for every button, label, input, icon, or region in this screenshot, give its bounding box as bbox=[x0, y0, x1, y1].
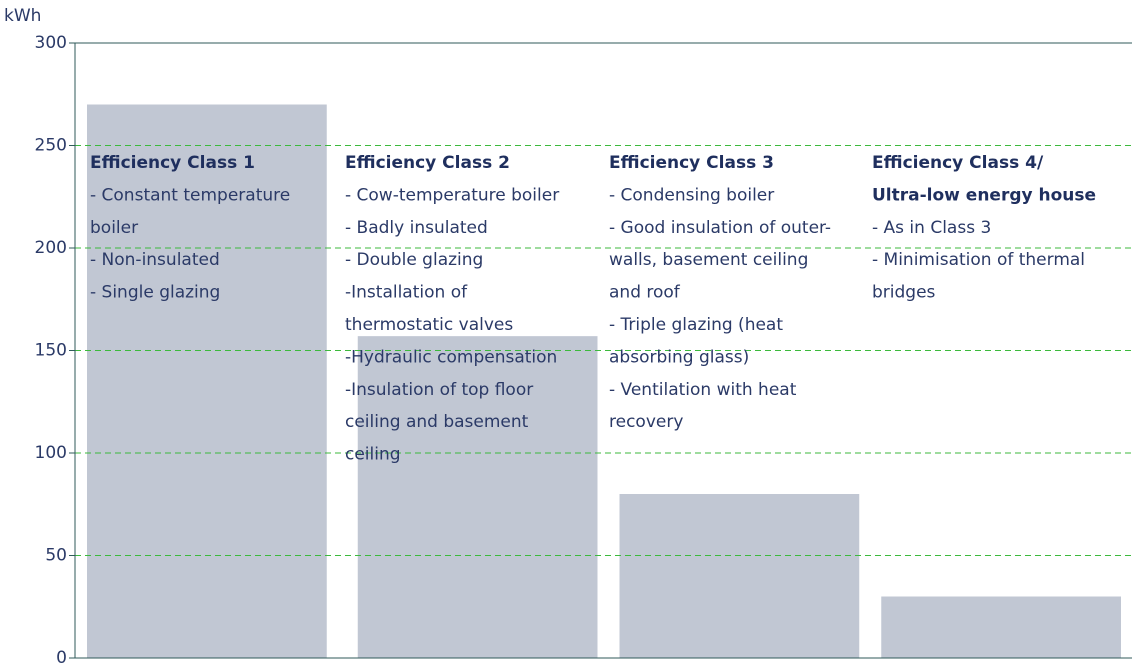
annotation-line: - Double glazing bbox=[345, 250, 483, 270]
y-tick-label: 200 bbox=[35, 238, 67, 258]
annotation-line: - Cow-temperature boiler bbox=[345, 185, 559, 205]
annotation-line: - Triple glazing (heat bbox=[609, 315, 783, 335]
annotation-line: ceiling bbox=[345, 445, 401, 465]
annotation-line: bridges bbox=[872, 283, 936, 303]
annotation-line: -Hydraulic compensation bbox=[345, 347, 557, 367]
annotation-line: - Ventilation with heat bbox=[609, 380, 797, 400]
annotation-title: Efficiency Class 3 bbox=[609, 153, 774, 173]
annotation-line: - Condensing boiler bbox=[609, 185, 774, 205]
annotation-line: -Installation of bbox=[345, 283, 468, 303]
annotation-line: and roof bbox=[609, 283, 681, 303]
bar bbox=[87, 104, 327, 658]
y-axis-label: kWh bbox=[4, 6, 41, 26]
annotation-title: Ultra-low energy house bbox=[872, 185, 1096, 205]
y-tick-label: 150 bbox=[35, 341, 67, 361]
annotation-line: walls, basement ceiling bbox=[609, 250, 808, 270]
y-tick-label: 50 bbox=[45, 546, 67, 566]
annotation-line: - Constant temperature bbox=[90, 185, 290, 205]
y-tick-label: 250 bbox=[35, 136, 67, 156]
annotation-line: ceiling and basement bbox=[345, 412, 529, 432]
annotation-line: boiler bbox=[90, 218, 138, 238]
annotation-title: Efficiency Class 2 bbox=[345, 153, 510, 173]
annotation-line: - Single glazing bbox=[90, 283, 220, 303]
annotation-line: thermostatic valves bbox=[345, 315, 513, 335]
annotation-line: - Minimisation of thermal bbox=[872, 250, 1085, 270]
annotation-title: Efficiency Class 1 bbox=[90, 153, 255, 173]
y-tick-label: 300 bbox=[35, 33, 67, 53]
bar bbox=[357, 336, 598, 658]
annotation-line: - As in Class 3 bbox=[872, 218, 991, 238]
y-tick-label: 100 bbox=[35, 443, 67, 463]
bar bbox=[619, 494, 860, 658]
annotation-line: - Good insulation of outer- bbox=[609, 218, 831, 238]
annotation-line: - Badly insulated bbox=[345, 218, 488, 238]
annotation-line: recovery bbox=[609, 412, 683, 432]
annotation-line: absorbing glass) bbox=[609, 347, 749, 367]
y-tick-label: 0 bbox=[56, 648, 67, 664]
bar bbox=[881, 596, 1121, 658]
annotation-line: -Insulation of top floor bbox=[345, 380, 533, 400]
annotation-title: Efficiency Class 4/ bbox=[872, 153, 1044, 173]
annotation-line: - Non-insulated bbox=[90, 250, 220, 270]
